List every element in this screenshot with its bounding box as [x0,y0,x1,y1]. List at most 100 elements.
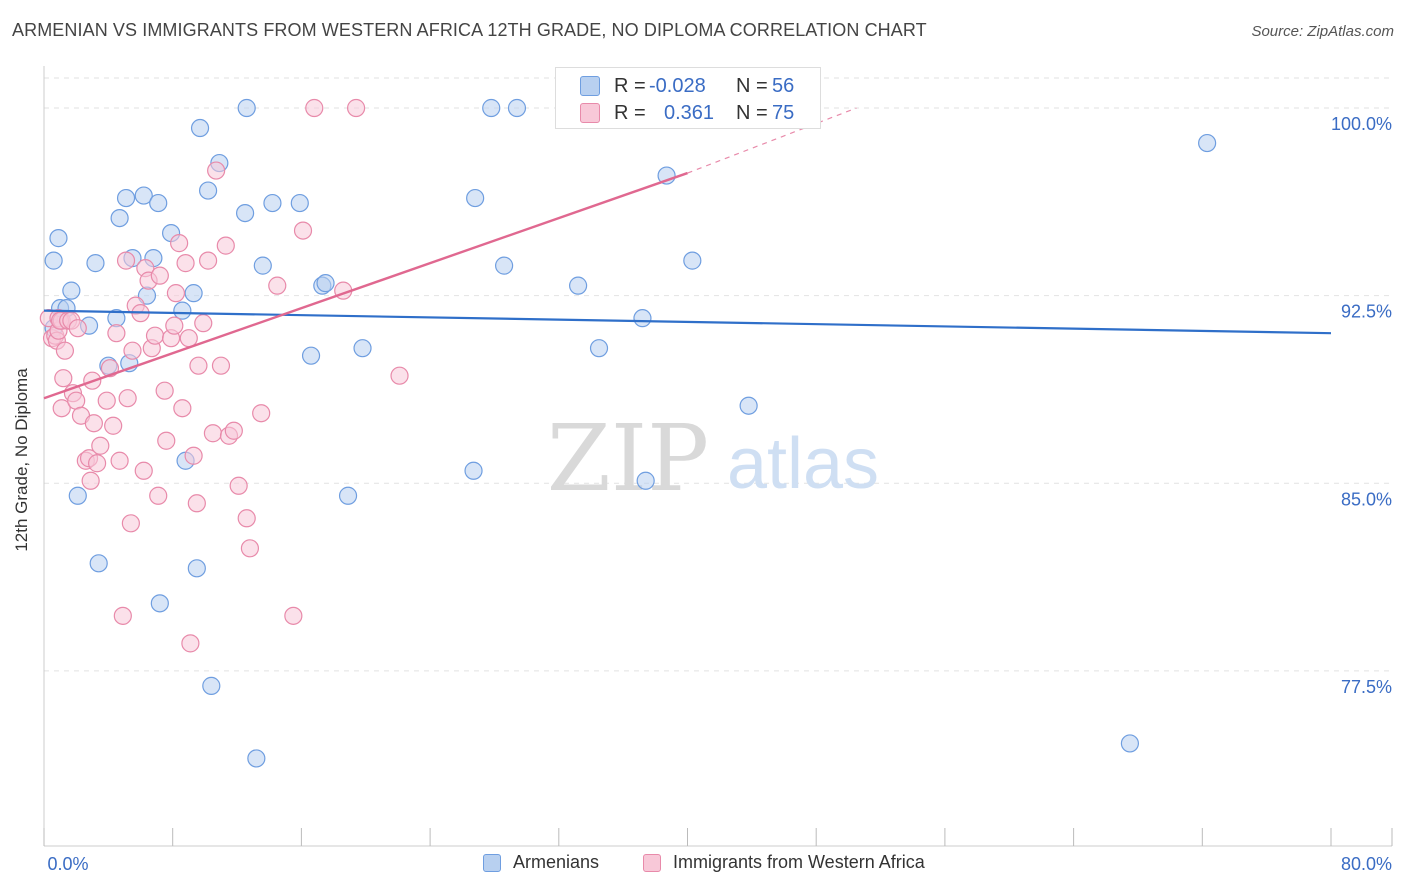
western-africa-point [91,436,110,455]
armenians-point [301,346,321,365]
western-africa-point [107,324,126,343]
armenians-point [150,594,169,613]
western-africa-point [110,451,129,470]
western-africa-point [67,391,86,410]
western-africa-point [293,221,313,240]
armenians-point [739,396,758,415]
armenians-point [253,256,272,275]
x-tick-label: 0.0% [47,854,88,874]
n-label: N = [736,101,768,124]
western-africa-point [155,381,174,400]
western-africa-point [123,341,142,360]
western-africa-point [237,509,256,528]
western-africa-point [54,369,73,388]
western-africa-point [181,634,200,653]
armenians-point [49,229,68,248]
armenians-point [190,118,210,138]
armenians-point [683,251,702,270]
western-africa-point [68,319,87,338]
armenians-point [86,254,105,273]
western-africa-point [203,424,223,443]
armenians-point [149,193,168,213]
western-africa-point [173,399,192,418]
armenians-point [482,98,501,118]
western-africa-trend-extension [687,107,857,174]
r-value: -0.028 [649,74,706,97]
armenians-point [44,251,63,270]
n-value: 75 [772,101,795,124]
western-africa-point [176,254,195,273]
western-africa-point [211,356,231,375]
armenians-point [589,339,609,358]
western-africa-point [52,399,71,418]
armenians-swatch [580,76,600,96]
western-africa-point [149,486,168,505]
western-africa-point [134,461,153,480]
y-axis-label: 12th Grade, No Diploma [12,368,31,552]
western-africa-point [81,471,100,490]
armenians-point [68,486,87,505]
armenians-point [636,471,655,490]
armenians-point [187,559,206,578]
western-africa-point [116,251,136,270]
western-africa-point [187,494,206,513]
armenians-point [1198,133,1217,153]
r-label: R = [614,74,646,97]
western-africa-point [157,431,176,450]
western-africa-point [198,251,218,270]
western-africa-point [97,391,116,410]
western-africa-point [189,356,208,375]
n-value: 56 [772,74,795,97]
western-africa-point [55,341,75,360]
western-africa-point [224,421,243,440]
y-tick-label: 77.5% [1341,677,1392,697]
western-africa-point [87,454,107,473]
armenians-point [464,461,483,480]
western-africa-point [118,389,137,408]
western-africa-point [179,329,198,348]
western-africa-point [207,161,226,180]
western-africa-point [166,284,186,303]
western-africa-point [84,414,103,433]
western-africa-swatch [580,103,600,123]
y-tick-label: 85.0% [1341,489,1392,509]
armenians-point [202,676,221,695]
trend-lines [43,107,1332,400]
armenians-point [247,749,266,768]
watermark-zip: ZIP [547,405,709,512]
armenians-point [1120,734,1140,753]
western-africa-point [284,606,303,625]
armenians-point [89,554,108,573]
western-africa-point [113,606,132,625]
western-africa-point [121,514,140,533]
western-africa-point [104,416,123,435]
armenians-point [466,188,485,208]
western-africa-point [216,236,235,255]
armenians-point [290,193,309,213]
armenians-point [237,98,256,118]
watermark: ZIP atlas [547,405,879,512]
armenians-legend-swatch [483,853,501,872]
source-credit: Source: ZipAtlas.com [1251,23,1394,40]
armenians-point [116,188,136,208]
legend-item-western-africa[interactable]: Immigrants from Western Africa [643,852,925,873]
r-value: 0.361 [664,101,715,124]
armenians-point [569,276,588,295]
tick-labels: 77.5% 85.0% 92.5% 100.0% 0.0% 80.0% [47,114,1392,874]
western-africa-trend-line [43,171,688,400]
armenians-point [198,181,218,200]
armenians-point [263,193,282,213]
armenians-point [235,203,255,223]
y-tick-label: 92.5% [1341,302,1392,322]
western-africa-legend-swatch [643,853,661,872]
western-africa-point [252,404,271,423]
r-label: R = [614,101,646,124]
armenians-point [173,301,192,320]
western-africa-point [240,539,260,558]
legend-item-armenians[interactable]: Armenians [483,852,599,873]
stats-row-western-africa: R = 0.361 N = 75 [556,100,820,126]
armenians-point [62,281,81,300]
axes [43,66,1393,847]
western-africa-point [305,98,324,118]
